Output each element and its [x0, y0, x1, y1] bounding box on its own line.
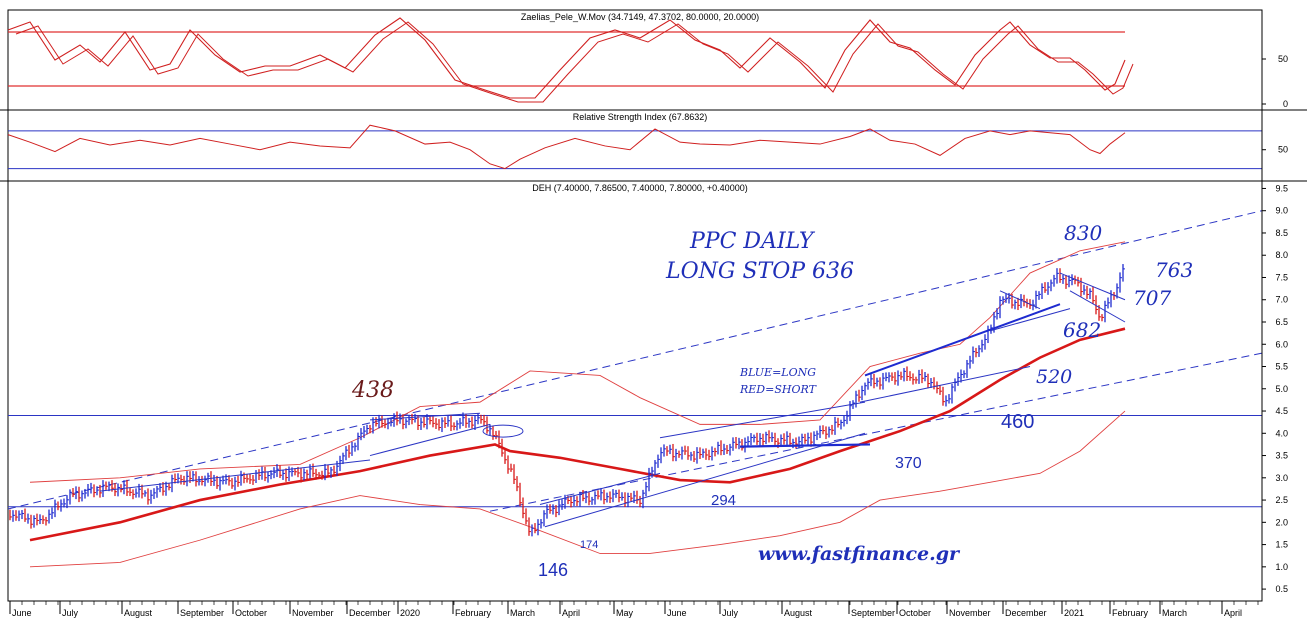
- x-tick-label: 2020: [400, 608, 420, 618]
- x-tick-label: August: [784, 608, 813, 618]
- y-tick-label: 8.0: [1275, 250, 1288, 260]
- trendline-thick: [864, 303, 1061, 377]
- x-tick-label: October: [235, 608, 267, 618]
- y-axis: 9.5 9.0 8.5 8.0 7.5 7.0 6.5 6.0 5.5 5.0 4.5 4.0 3.5 3…: [1261, 10, 1288, 601]
- x-tick-label: June: [667, 608, 687, 618]
- lower-band: [29, 410, 1126, 568]
- x-tick-label: September: [180, 608, 224, 618]
- x-tick-label: August: [124, 608, 153, 618]
- x-tick-label: March: [510, 608, 535, 618]
- trendline: [544, 432, 866, 528]
- annotation-legend-short: RED=SHORT: [739, 383, 818, 396]
- highlight-ellipse: [482, 424, 524, 438]
- annotation-title-line1: PPC DAILY: [689, 229, 816, 254]
- trendline: [539, 472, 661, 506]
- x-tick-label: February: [455, 608, 492, 618]
- label-174: 174: [580, 539, 598, 551]
- y-tick-label: 3.5: [1275, 451, 1288, 461]
- label-438: 438: [351, 378, 394, 403]
- price-title: DEH (7.40000, 7.86500, 7.40000, 7.80000,…: [532, 183, 747, 193]
- trendline: [1069, 290, 1126, 323]
- trendline: [369, 412, 481, 421]
- x-tick-label: October: [899, 608, 931, 618]
- rsi-panel: Relative Strength Index (67.8632): [7, 112, 1262, 170]
- trendline: [369, 423, 491, 457]
- y-tick-label: 9.0: [1275, 206, 1288, 216]
- annotation-legend-long: BLUE=LONG: [739, 366, 816, 379]
- x-tick-label: June: [12, 608, 32, 618]
- x-tick-label: February: [1112, 608, 1149, 618]
- x-tick-label: July: [722, 608, 739, 618]
- trendline: [989, 308, 1071, 332]
- stochastic-title: Zaelias_Pele_W.Mov (34.7149, 47.3702, 80…: [521, 12, 759, 22]
- x-tick-label: December: [1005, 608, 1047, 618]
- price-bars: [9, 264, 1125, 537]
- trendline: [999, 290, 1041, 310]
- label-682: 682: [1063, 318, 1101, 342]
- y-tick-label: 1.5: [1275, 540, 1288, 550]
- y-tick-label: 3.0: [1275, 473, 1288, 483]
- trendline: [99, 459, 371, 492]
- stoch-frame: [7, 9, 1263, 111]
- x-tick-label: September: [851, 608, 895, 618]
- y-tick-label: 2.5: [1275, 495, 1288, 505]
- x-tick-label: December: [349, 608, 391, 618]
- moving-average-line: [29, 327, 1126, 542]
- trendline: [859, 366, 1031, 403]
- label-460: 460: [1001, 411, 1034, 433]
- trendline: [1059, 272, 1126, 301]
- x-tick-label: April: [562, 608, 580, 618]
- trendline: [659, 401, 866, 439]
- x-tick-label: July: [62, 608, 79, 618]
- y-tick-label: 50: [1278, 145, 1288, 155]
- y-tick-label: 5.5: [1275, 362, 1288, 372]
- y-tick-label: 8.5: [1275, 228, 1288, 238]
- y-tick-label: 4.5: [1275, 406, 1288, 416]
- label-370: 370: [895, 455, 922, 472]
- trend-channel-lower: [489, 352, 1263, 512]
- x-tick-label: 2021: [1064, 608, 1084, 618]
- y-tick-label: 4.0: [1275, 428, 1288, 438]
- label-294: 294: [711, 492, 736, 509]
- price-panel: DEH (7.40000, 7.86500, 7.40000, 7.80000,…: [7, 183, 1263, 568]
- stoch-line-d: [15, 21, 1134, 103]
- rsi-title: Relative Strength Index (67.8632): [573, 112, 708, 122]
- annotation-website: www.fastfinance.gr: [758, 543, 961, 565]
- x-tick-label: March: [1162, 608, 1187, 618]
- rsi-line: [7, 124, 1126, 170]
- annotation-title-line2: LONG STOP 636: [665, 259, 854, 284]
- annotations: PPC DAILY LONG STOP 636 BLUE=LONG RED=SH…: [351, 221, 1193, 580]
- y-tick-label: 5.0: [1275, 384, 1288, 394]
- label-707: 707: [1133, 286, 1171, 310]
- stochastic-panel: Zaelias_Pele_W.Mov (34.7149, 47.3702, 80…: [7, 12, 1134, 103]
- y-tick-label: 0.5: [1275, 584, 1288, 594]
- y-tick-label: 9.5: [1275, 183, 1288, 193]
- x-tick-label: November: [292, 608, 334, 618]
- upper-band: [29, 241, 1126, 483]
- stoch-line-k: [7, 17, 1126, 99]
- y-tick-label: 6.0: [1275, 339, 1288, 349]
- label-520: 520: [1036, 366, 1072, 388]
- y-tick-label: 0: [1283, 99, 1288, 109]
- y-tick-label: 6.5: [1275, 317, 1288, 327]
- trend-channel-upper: [7, 210, 1263, 510]
- y-tick-label: 2.0: [1275, 517, 1288, 527]
- label-146: 146: [538, 560, 568, 580]
- y-tick-label: 7.5: [1275, 272, 1288, 282]
- label-763: 763: [1155, 258, 1193, 282]
- x-tick-label: April: [1224, 608, 1242, 618]
- y-tick-label: 7.0: [1275, 295, 1288, 305]
- y-tick-label: 1.0: [1275, 562, 1288, 572]
- label-830: 830: [1064, 221, 1102, 245]
- x-tick-label: May: [616, 608, 634, 618]
- x-axis: June July August September October November De…: [9, 601, 1259, 618]
- x-tick-label: November: [949, 608, 991, 618]
- y-tick-label: 50: [1278, 54, 1288, 64]
- support-trendline-thick: [739, 443, 871, 448]
